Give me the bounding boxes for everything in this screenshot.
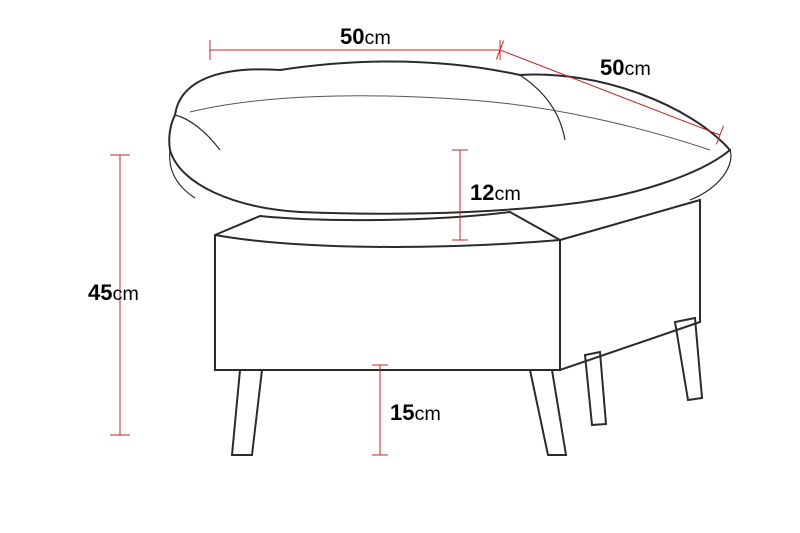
base-front-face [215,212,560,370]
cushion-seam [190,96,710,150]
cushion-detail-3 [520,75,565,140]
dim-depth-label: 50cm [600,55,651,80]
dim-leg-height-label: 15cm [390,400,441,425]
cushion-outline [169,62,730,214]
leg-3 [585,352,606,425]
leg-0 [232,370,262,455]
dim-height-label: 45cm [88,280,139,305]
cushion-detail-2 [175,115,220,150]
cushion-detail-1 [690,150,731,200]
base-top-edge [215,235,560,247]
leg-1 [530,370,566,455]
leg-2 [675,318,702,400]
dim-cushion-height-label: 12cm [470,180,521,205]
dim-width-label: 50cm [340,24,391,49]
